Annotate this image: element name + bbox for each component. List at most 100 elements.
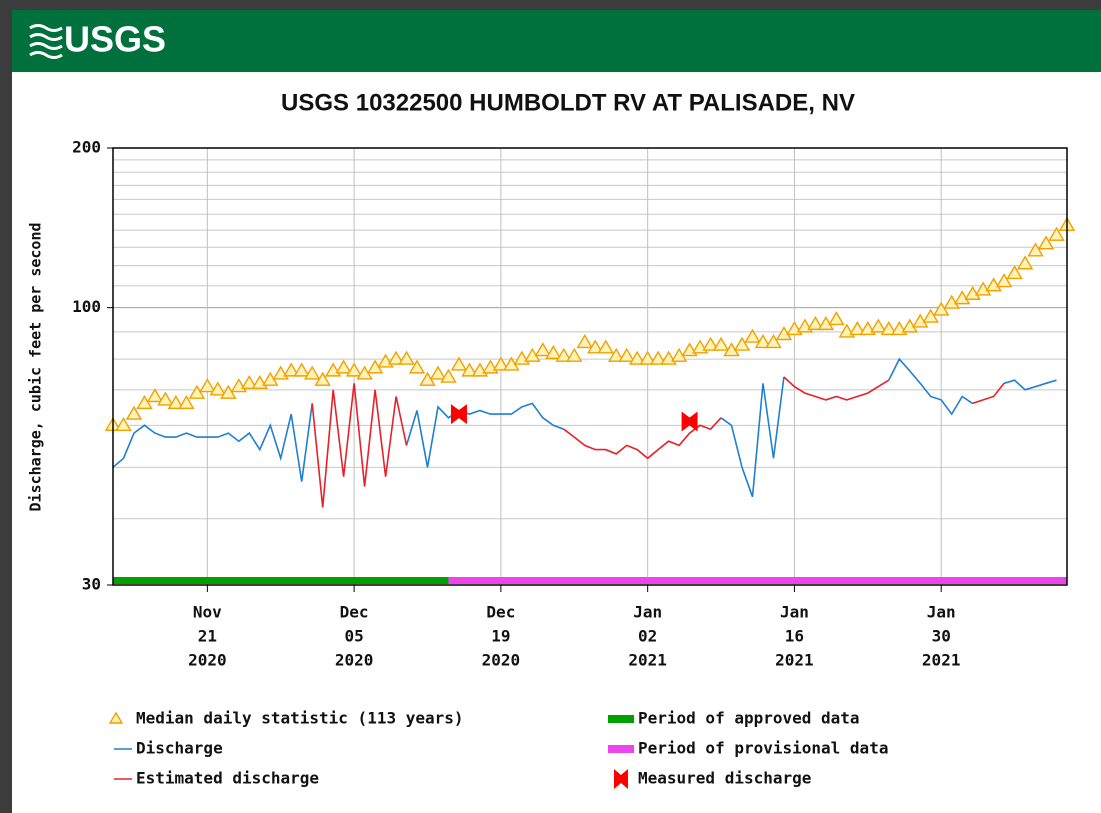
median-marker bbox=[587, 339, 604, 354]
median-marker bbox=[157, 391, 174, 406]
y-tick-label: 30 bbox=[82, 575, 101, 594]
legend-label: Discharge bbox=[136, 739, 223, 758]
median-marker bbox=[125, 405, 143, 420]
logo-mark bbox=[29, 24, 63, 59]
plot-border bbox=[112, 147, 1068, 586]
x-tick-label: 2020 bbox=[188, 651, 227, 670]
median-marker bbox=[974, 281, 992, 296]
legend-label: Measured discharge bbox=[638, 769, 811, 788]
measured-marker bbox=[450, 404, 467, 425]
x-tick-label: 2021 bbox=[775, 651, 814, 670]
median-marker bbox=[534, 342, 552, 357]
header-bar bbox=[12, 10, 1101, 72]
median-marker bbox=[828, 311, 845, 326]
x-tick-label: Dec bbox=[340, 603, 369, 622]
median-marker bbox=[209, 381, 227, 396]
x-tick-label: 16 bbox=[785, 627, 804, 646]
x-tick-label: 05 bbox=[344, 627, 363, 646]
y-axis-label: Discharge, cubic feet per second bbox=[27, 223, 45, 512]
median-marker bbox=[712, 336, 730, 351]
median-marker bbox=[566, 347, 583, 362]
x-tick-label: Jan bbox=[633, 603, 662, 622]
x-tick-label: 2020 bbox=[482, 651, 521, 670]
logo: USGS bbox=[64, 19, 166, 60]
period-bar bbox=[448, 577, 1067, 584]
median-marker bbox=[649, 350, 667, 365]
median-marker bbox=[870, 318, 887, 333]
median-marker bbox=[241, 374, 258, 390]
median-marker bbox=[199, 378, 216, 393]
x-tick-label: 19 bbox=[491, 627, 510, 646]
median-marker bbox=[345, 362, 363, 377]
median-marker bbox=[607, 347, 625, 362]
median-marker bbox=[450, 356, 468, 371]
median-marker bbox=[953, 290, 971, 305]
legend-label: Estimated discharge bbox=[136, 769, 319, 788]
median-marker bbox=[303, 365, 321, 380]
median-marker bbox=[639, 350, 656, 365]
y-tick-label: 100 bbox=[72, 297, 101, 316]
median-marker bbox=[765, 334, 782, 349]
median-marker bbox=[1016, 255, 1034, 270]
legend-symbol bbox=[614, 769, 628, 789]
legend-symbol bbox=[108, 711, 124, 724]
median-marker bbox=[1048, 226, 1065, 241]
median-marker bbox=[461, 362, 478, 377]
legend-label: Median daily statistic (113 years) bbox=[136, 709, 464, 728]
median-marker bbox=[849, 321, 866, 336]
x-tick-label: Jan bbox=[780, 603, 809, 622]
median-marker bbox=[136, 394, 153, 410]
median-marker bbox=[115, 416, 132, 432]
median-marker bbox=[492, 356, 510, 371]
median-marker bbox=[146, 388, 164, 403]
median-marker bbox=[964, 285, 981, 300]
median-marker bbox=[545, 344, 562, 360]
measured-marker bbox=[681, 411, 698, 432]
median-marker bbox=[733, 336, 751, 351]
period-bar bbox=[113, 577, 449, 584]
x-tick-label: 2021 bbox=[922, 651, 961, 670]
median-marker bbox=[167, 394, 185, 410]
median-marker bbox=[335, 359, 352, 374]
x-tick-label: Nov bbox=[193, 603, 222, 622]
median-marker bbox=[995, 273, 1013, 288]
median-marker bbox=[1037, 235, 1055, 250]
x-tick-label: Jan bbox=[927, 603, 956, 622]
median-marker bbox=[702, 336, 719, 351]
legend-label: Period of approved data bbox=[638, 709, 860, 728]
median-marker bbox=[618, 347, 635, 362]
x-tick-label: 21 bbox=[198, 627, 217, 646]
median-marker bbox=[922, 308, 939, 323]
x-tick-label: 2020 bbox=[335, 651, 374, 670]
x-tick-label: 02 bbox=[638, 627, 657, 646]
x-tick-label: Dec bbox=[486, 603, 515, 622]
median-marker bbox=[440, 368, 457, 383]
median-marker bbox=[943, 294, 960, 309]
median-marker bbox=[985, 277, 1002, 292]
median-marker bbox=[283, 362, 300, 377]
median-marker bbox=[398, 350, 415, 365]
median-marker bbox=[555, 347, 573, 362]
median-marker bbox=[576, 334, 593, 349]
y-tick-label: 200 bbox=[72, 138, 101, 157]
median-marker bbox=[293, 362, 310, 377]
median-marker bbox=[754, 334, 772, 349]
median-marker bbox=[744, 328, 761, 343]
median-marker bbox=[807, 315, 824, 331]
series-line bbox=[112, 357, 1057, 498]
median-marker bbox=[429, 365, 447, 380]
median-marker bbox=[1027, 242, 1044, 257]
median-marker bbox=[1006, 265, 1023, 280]
legend-symbol bbox=[608, 745, 634, 753]
median-marker bbox=[932, 301, 950, 316]
median-marker bbox=[314, 371, 331, 386]
x-tick-label: 30 bbox=[932, 627, 951, 646]
median-marker bbox=[628, 350, 646, 365]
panel bbox=[12, 72, 1101, 813]
median-marker bbox=[597, 339, 614, 354]
chart-title: USGS 10322500 HUMBOLDT RV AT PALISADE, N… bbox=[281, 89, 855, 116]
median-marker bbox=[387, 350, 405, 365]
series-line bbox=[311, 376, 1005, 508]
legend-symbol bbox=[608, 715, 634, 723]
